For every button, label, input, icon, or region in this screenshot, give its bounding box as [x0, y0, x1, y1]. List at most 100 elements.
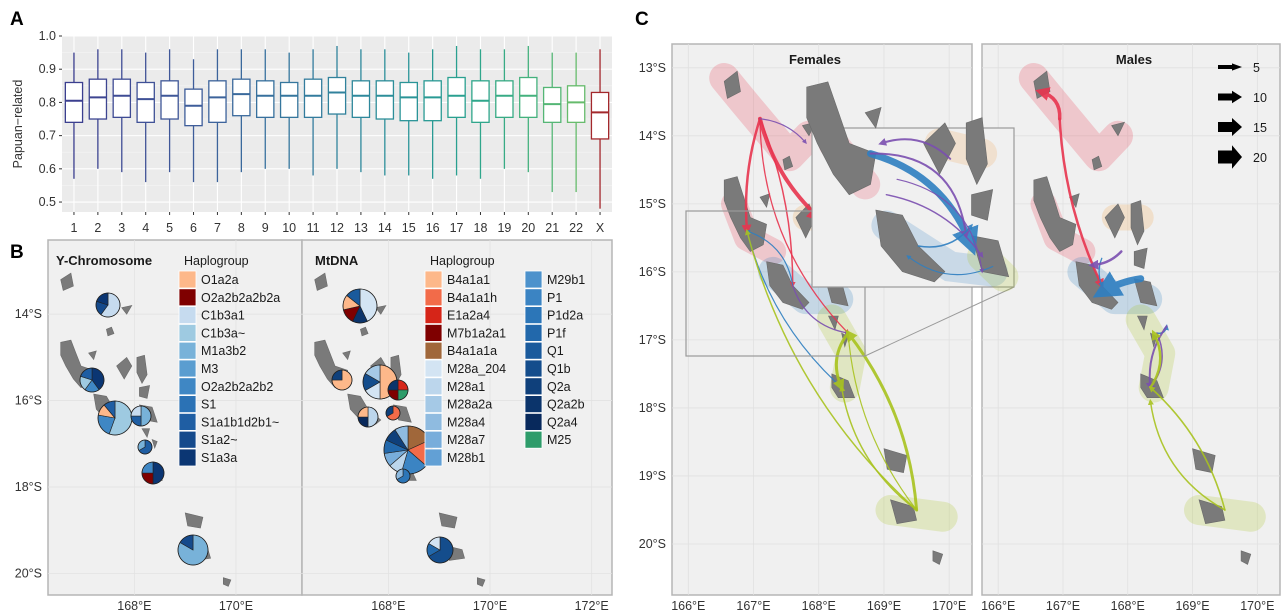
b-legend-label: B4a1a1: [447, 273, 490, 287]
c-xtick-males: 168°E: [1111, 599, 1145, 613]
c-legend-arrow-head: [1232, 145, 1242, 169]
a-xtick-label: 9: [262, 221, 269, 235]
c-inset-connector: [864, 286, 1015, 357]
a-xtick-label: 21: [545, 221, 559, 235]
b-legend-label: B4a1a1h: [447, 291, 497, 305]
c-xtick-males: 169°E: [1175, 599, 1209, 613]
b-legend-label: P1d2a: [547, 309, 583, 323]
a-box-chr-8: [232, 49, 251, 173]
b-legend-swatch: [178, 323, 197, 342]
a-box-chr-5: [160, 49, 179, 173]
b-island-mt: [314, 272, 328, 291]
b-pie-mt-tanna: [426, 536, 454, 564]
c-ytick-label: 14°S: [639, 129, 666, 143]
pie-outline: [387, 379, 409, 401]
c-legend-label: 15: [1253, 121, 1267, 135]
b-island-mt: [360, 326, 369, 337]
a-box-chr-19: [495, 49, 514, 169]
b-legend-label: C1b3a~: [201, 326, 245, 340]
b-legend-label: O2a2b2a2b2: [201, 380, 273, 394]
b-island-y: [60, 272, 74, 291]
c-island-males: [1137, 315, 1148, 331]
b-legend-label: M7b1a2a1: [447, 326, 506, 340]
a-box: [495, 80, 514, 119]
b-xtick-y: 168°E: [117, 599, 151, 613]
a-xtick-label: 12: [330, 221, 344, 235]
b-island-y: [121, 305, 133, 315]
c-island-males: [1091, 155, 1103, 171]
b-legend-label: M28a2a: [447, 398, 492, 412]
b-pie-y-ambrym: [130, 405, 152, 427]
b-legend-swatch: [178, 341, 197, 360]
a-box: [519, 76, 538, 119]
pie-outline: [141, 461, 165, 485]
a-ytick-label: 0.8: [39, 95, 56, 109]
b-ytick-label: 16°S: [15, 394, 42, 408]
c-inset-island: [965, 117, 988, 186]
b-legend-label: O2a2b2a2b2a: [201, 291, 280, 305]
b-legend-label: S1a3a: [201, 451, 237, 465]
c-arrow-f-central-efate: [792, 284, 850, 335]
panel-c-ticks: 13°S 14°S 15°S 16°S 17°S 18°S 19°S 20°S 166°E 166…: [639, 61, 1275, 613]
c-arrow-f-north-east: [758, 116, 824, 222]
b-legend-swatch: [178, 270, 197, 289]
c-arrow-f-north-mal: [759, 118, 796, 288]
b-legend-label: Q1: [547, 344, 564, 358]
c-xtick-females: 166°E: [671, 599, 705, 613]
b-legend-label: B4a1a1a: [447, 344, 497, 358]
panel-b-grid: [48, 240, 612, 595]
c-xtick-females: 169°E: [867, 599, 901, 613]
c-ytick-label: 18°S: [639, 401, 666, 415]
pie-outline: [137, 439, 153, 455]
b-legend-swatch: [424, 448, 443, 467]
panel-a-y-ticks: 0.5 0.6 0.7 0.8 0.9 1.0: [39, 29, 62, 209]
a-box-chr-4: [136, 52, 155, 183]
b-pie-mt-ambrym: [387, 379, 409, 401]
a-xtick-label: 16: [426, 221, 440, 235]
c-island-females: [766, 261, 810, 310]
b-island-mt: [342, 350, 351, 361]
b-pie-mt-santo: [331, 369, 353, 391]
c-inset-island: [806, 81, 877, 196]
a-xtick-label: 7: [214, 221, 221, 235]
panel-b-y-legend-title: Haplogroup: [184, 254, 249, 268]
b-legend-label: M3: [201, 362, 218, 376]
b-pie-mt-malakula: [362, 364, 398, 400]
pie-outline: [357, 406, 379, 428]
b-legend-label: M28a_204: [447, 362, 506, 376]
a-box: [399, 81, 418, 122]
a-xtick-label: 19: [497, 221, 511, 235]
c-inset-island: [864, 107, 882, 129]
a-box-chr-13: [351, 49, 371, 173]
c-xtick-females: 167°E: [736, 599, 770, 613]
b-pie-mt-north: [342, 288, 378, 324]
a-box: [88, 78, 108, 120]
pie-outline: [426, 536, 454, 564]
a-box-chr-2: [88, 49, 108, 169]
b-pie-y-santo: [79, 367, 105, 393]
b-island-y: [88, 350, 97, 361]
a-xtick-label: 20: [521, 221, 535, 235]
a-xtick-label: 8: [238, 221, 245, 235]
c-inset-arrow: [917, 223, 973, 248]
c-arrow-f-south-tafea-efate: [845, 329, 919, 512]
b-legend-swatch: [178, 377, 197, 396]
b-ytick-label: 14°S: [15, 307, 42, 321]
c-arrow-f-south-tafea-santo: [745, 228, 918, 511]
b-legend-swatch: [524, 377, 543, 396]
b-legend-swatch: [178, 395, 197, 414]
b-xtick-y: 170°E: [219, 599, 253, 613]
a-xtick-label: 14: [378, 221, 392, 235]
b-pie-y-tanna: [177, 534, 209, 566]
c-island-males: [1111, 121, 1126, 137]
b-ytick-label: 20°S: [15, 566, 42, 580]
b-legend-swatch: [424, 395, 443, 414]
b-island-mt: [477, 577, 486, 587]
c-arrow-m-south-tafea2: [1147, 398, 1226, 511]
a-xtick-label: 15: [402, 221, 416, 235]
b-legend-label: M28a4: [447, 415, 485, 429]
b-legend-swatch: [424, 412, 443, 431]
c-ytick-label: 16°S: [639, 265, 666, 279]
a-box: [303, 78, 323, 119]
